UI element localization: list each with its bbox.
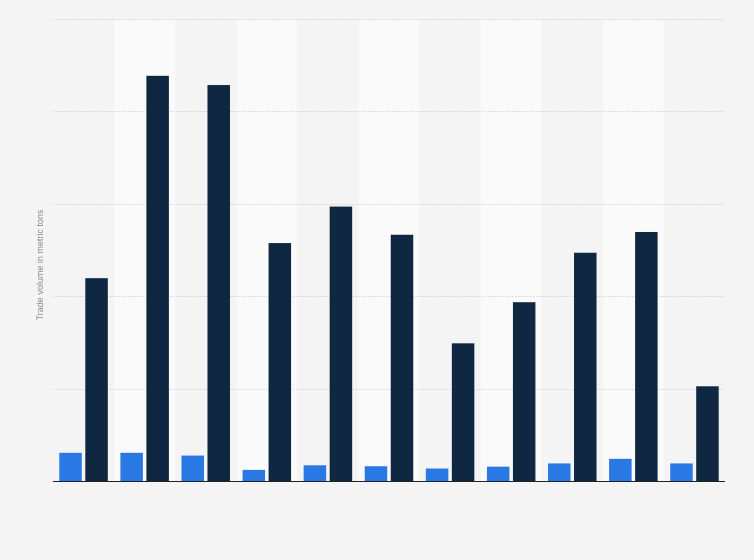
- bar-series-2: [574, 252, 597, 481]
- bar-series-2: [696, 386, 719, 481]
- bar-series-2: [451, 343, 475, 481]
- bar-series-1: [120, 452, 143, 481]
- bar-series-2: [390, 234, 414, 481]
- bar-series-2: [85, 278, 108, 481]
- bar-series-1: [364, 466, 388, 481]
- bar-series-2: [268, 243, 292, 481]
- bar-series-1: [303, 465, 327, 481]
- bar-series-2: [512, 302, 536, 481]
- bar-series-2: [207, 85, 230, 481]
- bars: [59, 75, 719, 482]
- bar-series-1: [181, 455, 204, 481]
- bar-series-1: [486, 466, 510, 481]
- y-axis-label: Trade volume in metric tons: [35, 209, 45, 320]
- bar-series-1: [242, 469, 266, 481]
- bar-series-1: [425, 468, 449, 481]
- bar-series-2: [329, 206, 353, 481]
- bar-series-1: [609, 458, 632, 481]
- bar-series-2: [635, 231, 658, 481]
- bar-series-1: [670, 463, 693, 481]
- bar-series-2: [146, 75, 169, 482]
- bar-series-1: [59, 452, 82, 481]
- bar-series-1: [548, 463, 571, 481]
